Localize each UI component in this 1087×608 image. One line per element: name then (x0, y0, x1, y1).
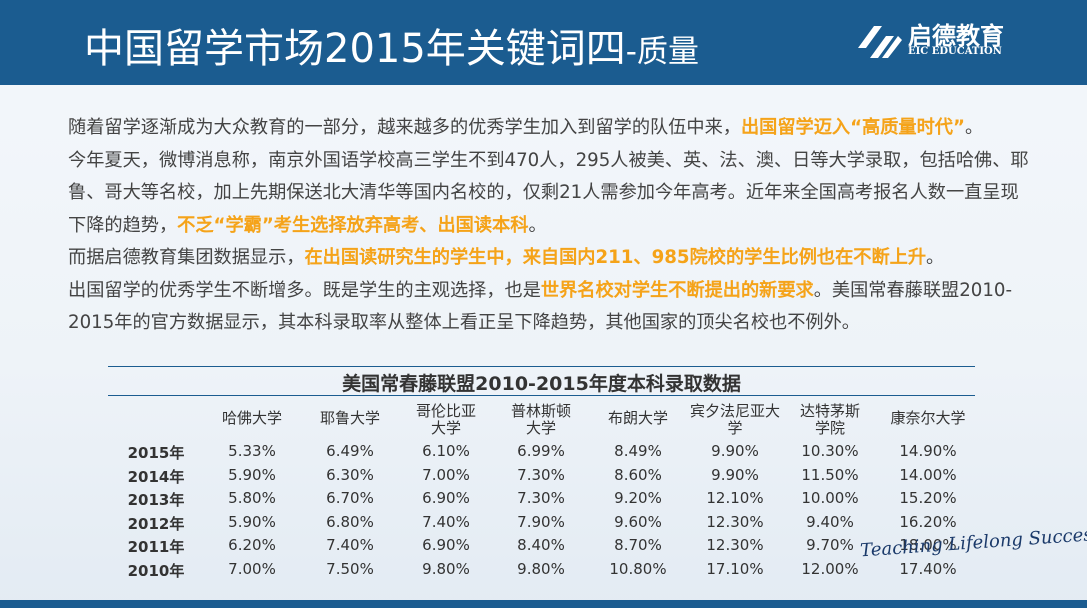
text-segment: 而据启德教育集团数据显示， (68, 247, 305, 268)
column-header: 大学 (525, 419, 556, 437)
row-year: 2013年 (127, 491, 185, 509)
table-cell: 7.00% (228, 559, 276, 578)
text-segment: 。 (528, 214, 547, 236)
table-cell: 9.90% (711, 442, 759, 460)
row-year: 2011年 (127, 538, 185, 556)
table-cell: 9.70% (806, 536, 854, 554)
text-segment: 。 (964, 117, 984, 138)
table-cell: 14.00% (899, 465, 957, 484)
column-header: 普林斯顿 (510, 402, 571, 420)
column-header: 达特茅斯 (799, 402, 860, 420)
table-cell: 18.00% (899, 536, 957, 554)
table-rule (108, 366, 975, 367)
table-cell: 12.30% (706, 536, 764, 554)
table-cell: 6.20% (228, 536, 276, 554)
table-cell: 5.90% (228, 512, 276, 531)
table-cell: 8.49% (614, 442, 662, 460)
table-cell: 9.90% (711, 465, 759, 484)
text-segment: 。 (926, 247, 945, 268)
table-cell: 11.50% (801, 465, 859, 484)
table-cell: 7.90% (517, 512, 565, 531)
table-cell: 7.30% (517, 489, 565, 507)
table-cell: 9.60% (614, 512, 662, 531)
table-cell: 8.70% (614, 536, 662, 554)
table-cell: 7.40% (422, 512, 470, 531)
table-cell: 6.99% (517, 442, 565, 460)
table-cell: 6.70% (326, 489, 374, 507)
table-cell: 15.20% (899, 489, 957, 507)
table-cell: 8.60% (614, 465, 662, 484)
table-cell: 7.40% (326, 536, 374, 554)
table-cell: 17.10% (706, 559, 764, 578)
highlight-text: 不乏“学霸”考生选择放弃高考、出国读本科 (177, 214, 529, 236)
table-title: 美国常春藤联盟2010-2015年度本科录取数据 (342, 373, 741, 395)
table-cell: 14.90% (899, 442, 957, 460)
table-cell: 12.00% (801, 559, 859, 578)
row-year: 2012年 (127, 514, 185, 533)
table-rule (108, 395, 975, 396)
table-cell: 16.20% (899, 512, 957, 531)
header-bar (0, 0, 1087, 85)
paragraph: 而据启德教育集团数据显示，在出国读研究生的学生中，来自国内211、985院校的学… (68, 242, 1030, 275)
table-cell: 6.90% (422, 536, 470, 554)
row-year: 2015年 (127, 444, 185, 462)
paragraph: 随着留学逐渐成为大众教育的一部分，越来越多的优秀学生加入到留学的队伍中来，出国留… (68, 112, 1030, 145)
table-cell: 5.80% (228, 489, 276, 507)
table-cell: 10.80% (609, 559, 667, 578)
table-cell: 5.33% (228, 442, 276, 460)
table-cell: 8.40% (517, 536, 565, 554)
highlight-text: 世界名校对学生不断提出的新要求 (540, 279, 814, 301)
table-cell: 10.30% (801, 442, 859, 460)
column-header: 康奈尔大学 (890, 409, 966, 427)
table-cell: 6.90% (422, 489, 470, 507)
title-suffix: -质量 (625, 34, 699, 70)
logo-name: 启德教育 (908, 22, 1004, 50)
column-header: 学院 (814, 419, 845, 437)
paragraph: 今年夏天，微博消息称，南京外国语学校高三学生不到470人，295人被美、英、法、… (68, 145, 1030, 243)
table-cell: 9.80% (422, 559, 470, 578)
paragraph: 出国留学的优秀学生不断增多。既是学生的主观选择，也是世界名校对学生不断提出的新要… (68, 275, 1030, 340)
table-cell: 6.49% (326, 442, 374, 460)
column-header: 宾夕法尼亚大 (689, 402, 780, 420)
row-year: 2010年 (127, 561, 185, 580)
table-cell: 6.10% (422, 442, 470, 460)
column-header: 学 (727, 419, 743, 437)
slide-title: 中国留学市场2015年关键词四-质量 (84, 16, 699, 74)
text-segment: 。美国常春藤联盟2010-2015年的官方数据显示，其本科录取率从整体上看正呈下… (68, 279, 1013, 334)
title-main: 中国留学市场2015年关键词四 (84, 26, 626, 72)
text-segment: 随着留学逐渐成为大众教育的一部分，越来越多的优秀学生加入到留学的队伍中来， (68, 117, 741, 138)
body-text: 随着留学逐渐成为大众教育的一部分，越来越多的优秀学生加入到留学的队伍中来，出国留… (68, 112, 1030, 340)
table-cell: 5.90% (228, 465, 276, 484)
table-cell: 7.00% (422, 465, 470, 484)
column-header: 哈佛大学 (221, 409, 282, 427)
highlight-text: 在出国读研究生的学生中，来自国内211、985院校的学生比例也在不断上升 (304, 247, 927, 268)
column-header: 哥伦比亚 (415, 402, 476, 420)
column-header: 布朗大学 (607, 409, 668, 427)
highlight-text: 出国留学迈入“高质量时代” (740, 117, 965, 138)
row-year: 2014年 (127, 467, 185, 486)
logo-icon (858, 26, 902, 58)
table-cell: 12.30% (706, 512, 764, 531)
text-segment: 今年夏天，微博消息称，南京外国语学校高三学生不到470人，295人被美、英、法、… (68, 149, 1029, 236)
table-cell: 17.40% (899, 559, 957, 578)
table-cell: 7.50% (326, 559, 374, 578)
column-header: 耶鲁大学 (319, 409, 380, 427)
table-cell: 10.00% (801, 489, 859, 507)
table-cell: 9.40% (806, 512, 854, 531)
footer-bar (0, 600, 1087, 608)
column-header: 大学 (430, 419, 461, 437)
table-cell: 7.30% (517, 465, 565, 484)
table-cell: 12.10% (706, 489, 764, 507)
table-cell: 9.20% (614, 489, 662, 507)
table-cell: 6.30% (326, 465, 374, 484)
table-cell: 9.80% (517, 559, 565, 578)
logo-subtitle: EIC EDUCATION (908, 46, 1002, 57)
table-cell: 6.80% (326, 512, 374, 531)
text-segment: 出国留学的优秀学生不断增多。既是学生的主观选择，也是 (68, 279, 541, 301)
